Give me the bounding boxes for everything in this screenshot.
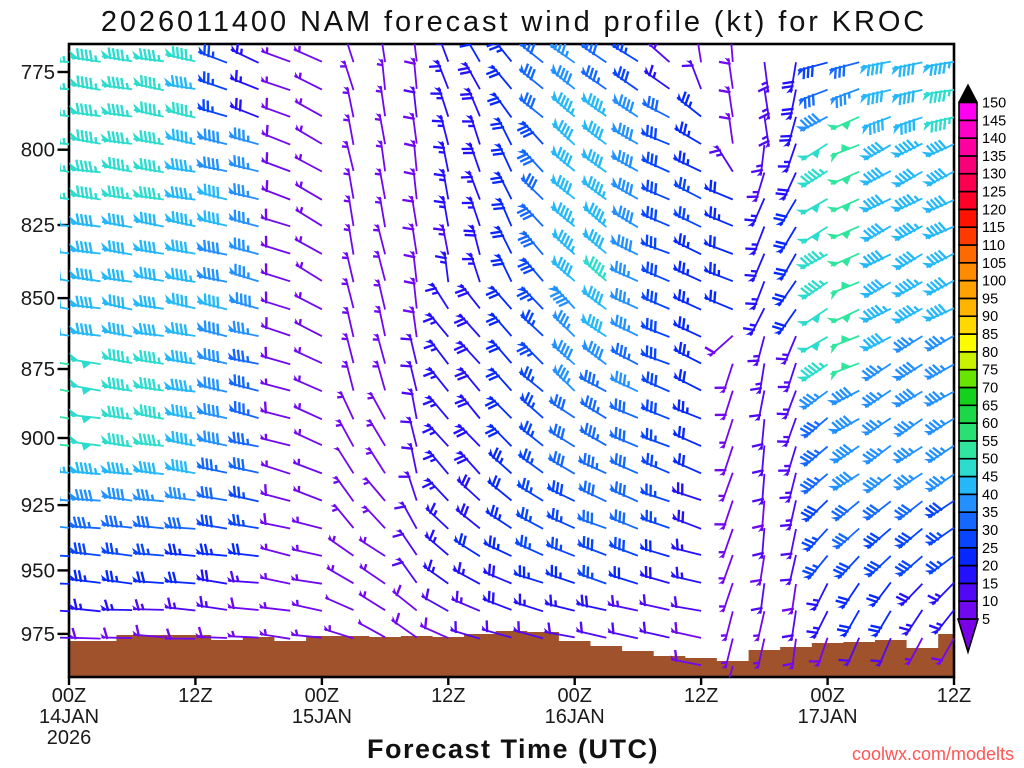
svg-text:925: 925	[21, 494, 55, 517]
svg-text:30: 30	[982, 523, 998, 539]
svg-text:14JAN: 14JAN	[39, 706, 99, 728]
svg-text:20: 20	[982, 559, 998, 575]
svg-text:40: 40	[982, 487, 998, 503]
svg-text:35: 35	[982, 505, 998, 521]
svg-text:10: 10	[982, 594, 998, 610]
svg-text:coolwx.com/modelts: coolwx.com/modelts	[852, 744, 1014, 764]
svg-text:130: 130	[982, 167, 1006, 183]
svg-text:875: 875	[21, 358, 55, 381]
svg-text:825: 825	[21, 214, 55, 237]
svg-text:105: 105	[982, 256, 1006, 272]
svg-text:800: 800	[21, 139, 55, 162]
svg-text:00Z: 00Z	[810, 685, 844, 707]
svg-text:65: 65	[982, 398, 998, 414]
svg-text:12Z: 12Z	[431, 685, 465, 707]
svg-text:110: 110	[982, 238, 1005, 254]
svg-text:55: 55	[982, 434, 998, 450]
svg-text:00Z: 00Z	[305, 685, 339, 707]
svg-text:15JAN: 15JAN	[292, 706, 352, 728]
svg-text:850: 850	[21, 287, 55, 310]
svg-text:12Z: 12Z	[684, 685, 718, 707]
svg-text:950: 950	[21, 559, 55, 582]
svg-text:145: 145	[982, 113, 1006, 129]
svg-text:85: 85	[982, 327, 998, 343]
svg-text:5: 5	[982, 612, 990, 628]
svg-text:2026: 2026	[47, 727, 92, 749]
svg-text:45: 45	[982, 470, 998, 486]
svg-text:80: 80	[982, 345, 998, 361]
svg-text:900: 900	[21, 427, 55, 450]
svg-text:16JAN: 16JAN	[545, 706, 605, 728]
svg-text:150: 150	[982, 96, 1006, 112]
svg-text:60: 60	[982, 416, 998, 432]
svg-text:115: 115	[982, 220, 1005, 236]
svg-text:12Z: 12Z	[937, 685, 971, 707]
svg-text:125: 125	[982, 185, 1006, 201]
svg-text:15: 15	[982, 576, 998, 592]
svg-text:00Z: 00Z	[557, 685, 591, 707]
svg-text:975: 975	[21, 623, 55, 646]
svg-text:135: 135	[982, 149, 1006, 165]
svg-text:70: 70	[982, 381, 998, 397]
svg-text:75: 75	[982, 363, 998, 379]
svg-text:00Z: 00Z	[52, 685, 86, 707]
svg-text:25: 25	[982, 541, 998, 557]
svg-text:2026011400 NAM forecast wind p: 2026011400 NAM forecast wind profile (kt…	[101, 6, 927, 38]
svg-text:775: 775	[21, 61, 55, 84]
svg-text:50: 50	[982, 452, 998, 468]
svg-text:120: 120	[982, 202, 1006, 218]
svg-text:95: 95	[982, 291, 998, 307]
svg-text:12Z: 12Z	[178, 685, 212, 707]
svg-text:17JAN: 17JAN	[798, 706, 858, 728]
svg-text:90: 90	[982, 309, 998, 325]
svg-text:Forecast Time (UTC): Forecast Time (UTC)	[367, 734, 659, 764]
svg-text:100: 100	[982, 274, 1006, 290]
svg-text:140: 140	[982, 131, 1006, 147]
